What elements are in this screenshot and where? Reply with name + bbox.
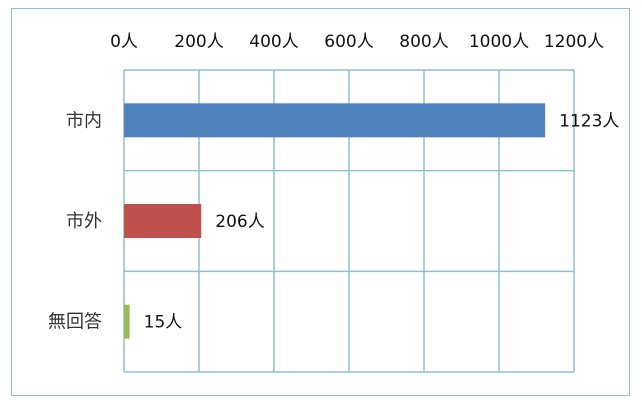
bar: [124, 304, 130, 339]
x-tick-label: 800人: [399, 32, 448, 52]
category-label: 市外: [66, 211, 102, 232]
data-labels: 1123人 206人 15人: [144, 111, 620, 332]
chart-frame: [11, 8, 630, 396]
bars: [124, 103, 546, 339]
data-label: 15人: [144, 313, 183, 333]
x-tick-label: 1000人: [469, 32, 529, 52]
data-label: 1123人: [559, 111, 619, 131]
category-label: 市内: [66, 110, 102, 131]
x-tick-label: 600人: [324, 32, 373, 52]
x-tick-label: 0人: [110, 32, 138, 52]
category-label: 無回答: [48, 312, 102, 333]
bar: [124, 204, 202, 238]
x-tick-label: 400人: [249, 32, 298, 52]
x-axis-ticks: 0人 200人 400人 600人 800人 1000人 1200人: [110, 32, 604, 52]
bar: [124, 103, 546, 138]
x-tick-label: 1200人: [544, 32, 604, 52]
x-tick-label: 200人: [174, 32, 223, 52]
data-label: 206人: [215, 212, 264, 232]
